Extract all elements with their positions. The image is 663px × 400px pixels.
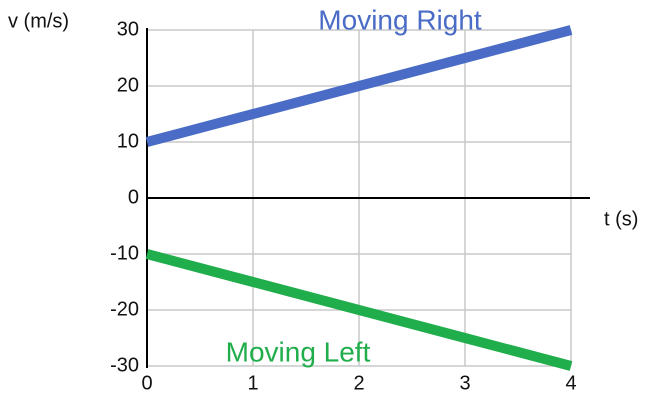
x-axis-label: t (s) bbox=[604, 208, 638, 230]
y-tick-label: -30 bbox=[110, 354, 139, 376]
series-line bbox=[145, 25, 573, 147]
y-tick-label: -20 bbox=[110, 298, 139, 320]
y-axis-label: v (m/s) bbox=[8, 10, 69, 32]
series-line bbox=[145, 249, 573, 371]
series-label: Moving Left bbox=[226, 336, 371, 367]
x-tick-label: 0 bbox=[141, 372, 152, 394]
y-tick-label: -10 bbox=[110, 242, 139, 264]
x-tick-label: 3 bbox=[459, 372, 470, 394]
x-tick-label: 4 bbox=[565, 372, 576, 394]
y-tick-label: 0 bbox=[128, 186, 139, 208]
y-tick-label: 20 bbox=[117, 74, 139, 96]
y-tick-label: 30 bbox=[117, 18, 139, 40]
series-label: Moving Right bbox=[318, 4, 482, 35]
x-tick-label: 2 bbox=[353, 372, 364, 394]
x-tick-label: 1 bbox=[247, 372, 258, 394]
y-tick-label: 10 bbox=[117, 130, 139, 152]
